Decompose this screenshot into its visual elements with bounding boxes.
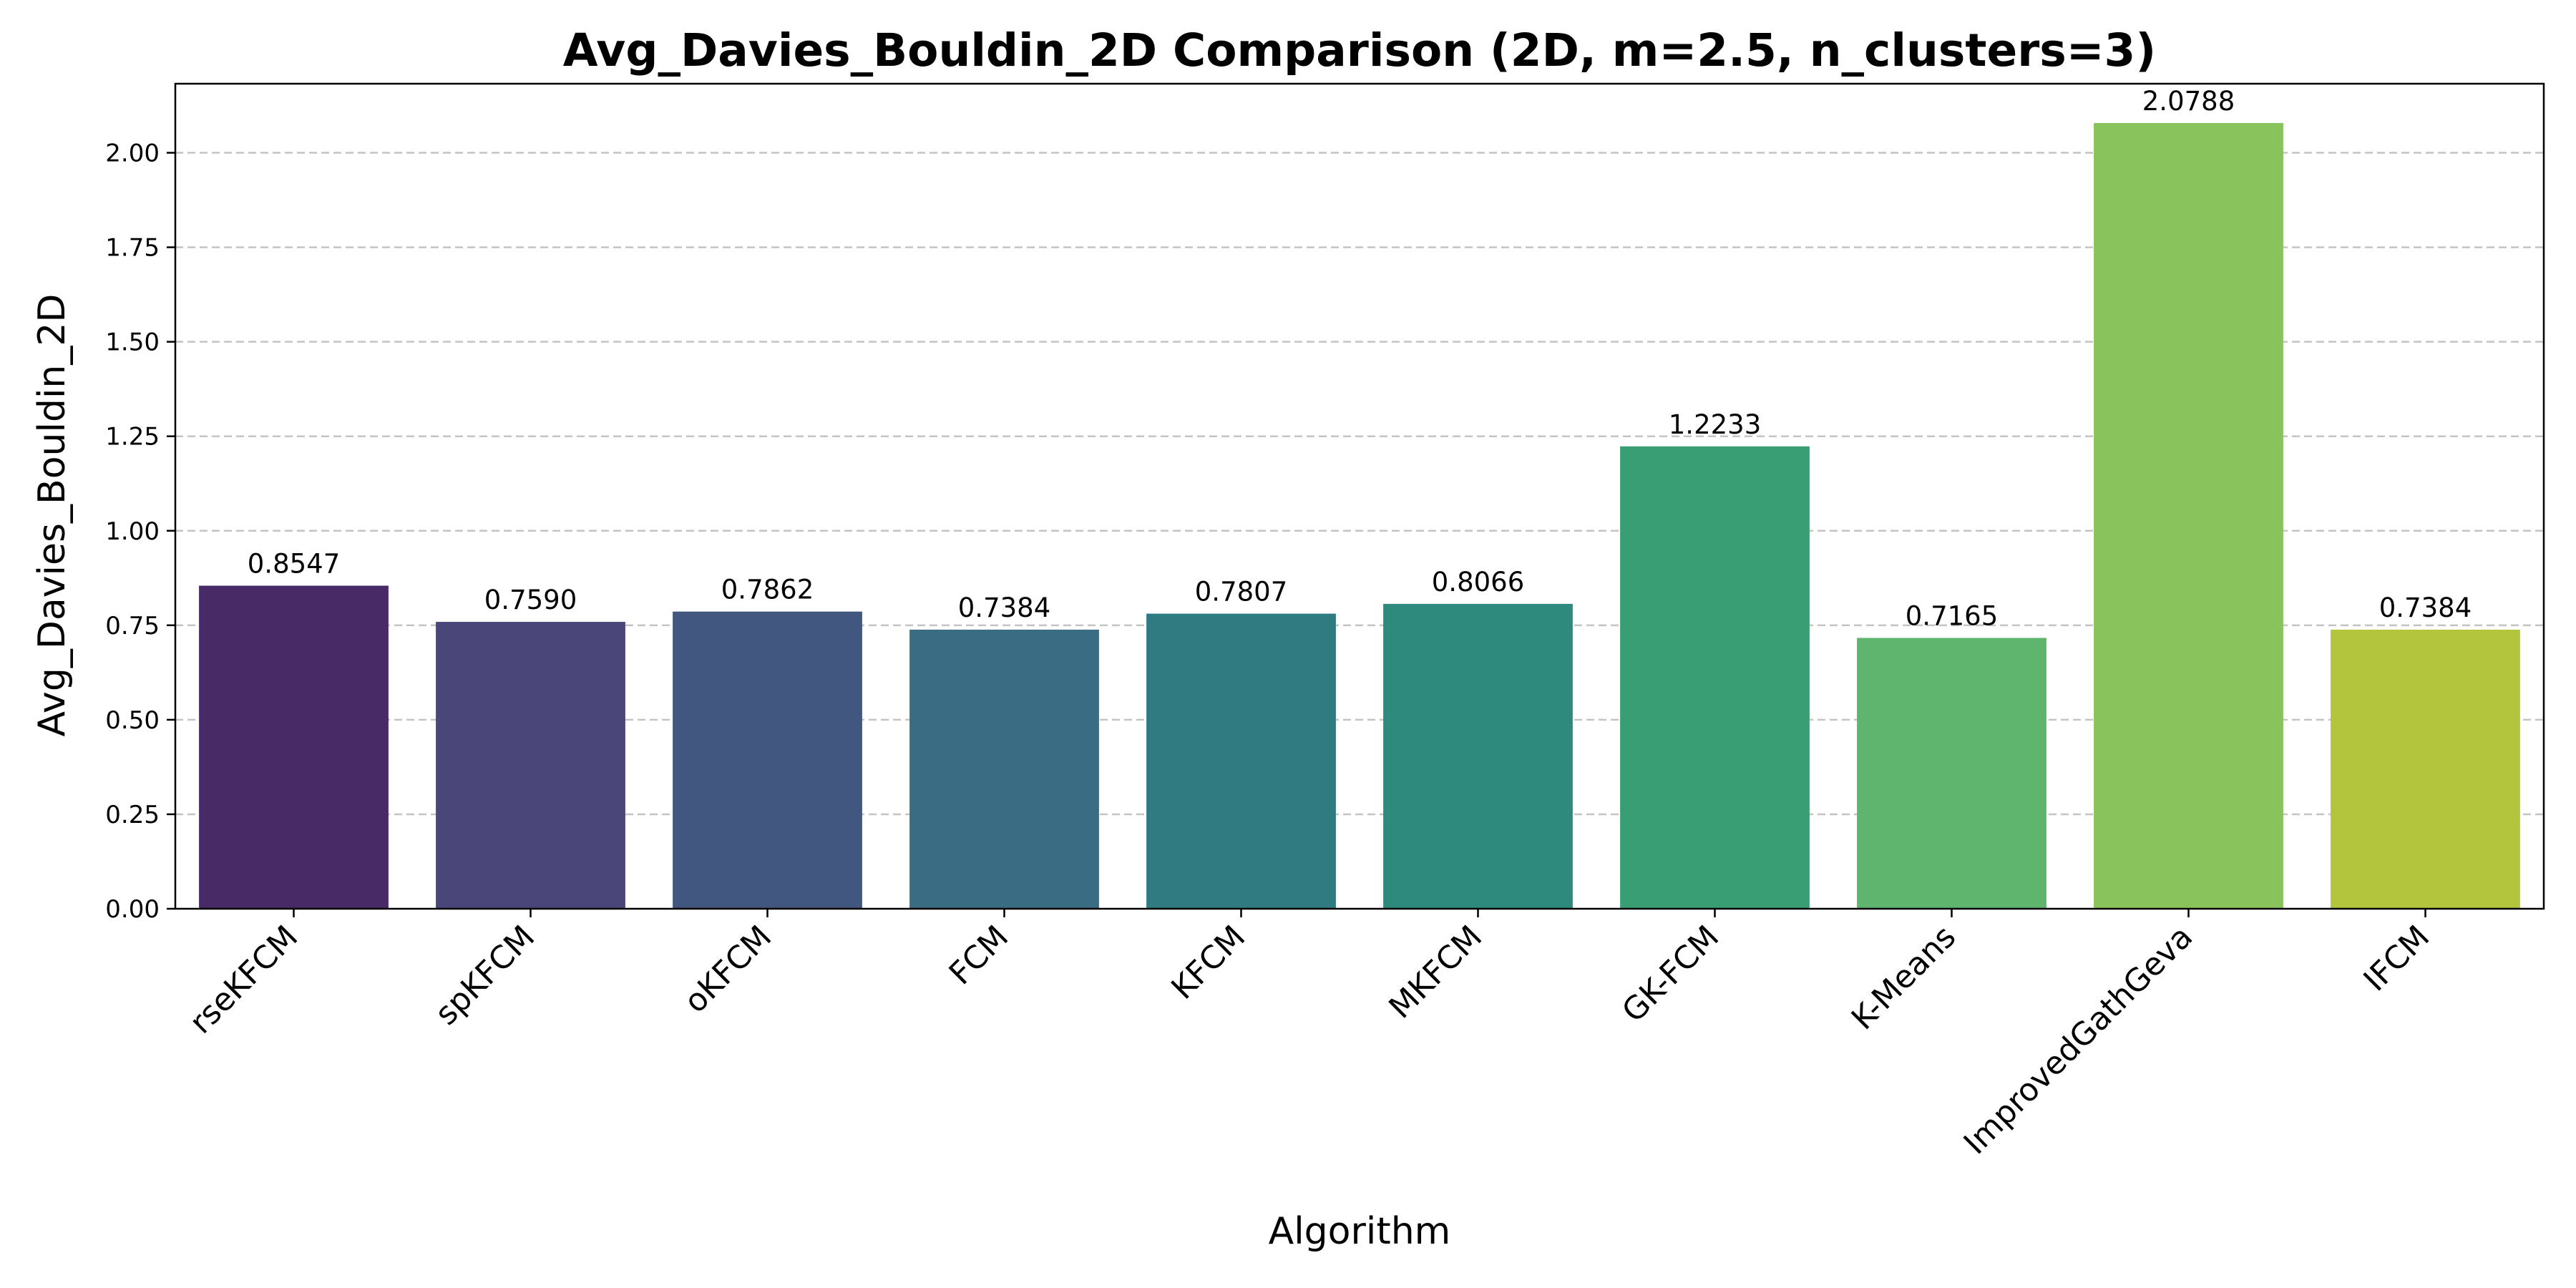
x-tick-label: FCM <box>942 919 1016 992</box>
data-label: 0.7165 <box>1906 601 1998 632</box>
bar <box>199 585 389 909</box>
bar <box>673 611 862 909</box>
x-tick-label: IFCM <box>2357 919 2437 999</box>
y-tick-label: 0.00 <box>105 895 160 924</box>
bar <box>1146 613 1336 909</box>
data-label: 0.8066 <box>1432 567 1524 597</box>
data-label: 0.7384 <box>958 592 1050 623</box>
x-tick-label: GK-FCM <box>1615 919 1726 1030</box>
x-tick-label: spKFCM <box>428 919 542 1033</box>
x-tick-label: KFCM <box>1164 919 1252 1007</box>
bar <box>2331 629 2520 909</box>
x-tick-label: K-Means <box>1845 919 1963 1037</box>
data-label: 1.2233 <box>1669 409 1761 440</box>
y-axis-ticks: 0.00 0.25 0.50 0.75 1.00 1.25 1.50 1.75 2.00 <box>105 140 175 924</box>
x-tick-label: ImprovedGathGeva <box>1957 919 2200 1162</box>
x-tick-label: rseKFCM <box>182 919 305 1041</box>
x-tick-label: oKFCM <box>677 919 779 1020</box>
data-labels: 0.8547 0.7590 0.7862 0.7384 0.7807 0.8066 1.22… <box>248 86 2472 632</box>
bar <box>1383 603 1573 909</box>
x-axis-label: Algorithm <box>1269 1210 1451 1253</box>
y-tick-label: 0.50 <box>105 706 160 735</box>
data-label: 0.7862 <box>721 575 814 605</box>
bar <box>436 622 625 909</box>
y-axis-label: Avg_Davies_Bouldin_2D <box>31 294 74 737</box>
y-tick-label: 0.25 <box>105 801 160 829</box>
bar <box>1857 638 2046 909</box>
bars <box>199 122 2520 909</box>
y-tick-label: 1.00 <box>105 517 160 546</box>
data-label: 0.8547 <box>248 549 340 580</box>
x-tick-label: MKFCM <box>1382 919 1490 1026</box>
data-label: 0.7590 <box>484 585 577 615</box>
bar <box>2094 122 2283 909</box>
bar <box>1620 446 1810 909</box>
y-tick-label: 0.75 <box>105 612 160 640</box>
data-label: 2.0788 <box>2142 86 2235 117</box>
y-tick-label: 2.00 <box>105 140 160 168</box>
data-label: 0.7807 <box>1195 577 1287 608</box>
chart-title: Avg_Davies_Bouldin_2D Comparison (2D, m=… <box>563 24 2156 77</box>
bar <box>909 629 1099 909</box>
y-tick-label: 1.50 <box>105 328 160 357</box>
x-axis-ticks: rseKFCM spKFCM oKFCM FCM KFCM MKFCM GK-FCM K-Me… <box>182 909 2436 1161</box>
plot-area-frame <box>174 82 2545 910</box>
y-tick-label: 1.25 <box>105 423 160 452</box>
data-label: 0.7384 <box>2379 592 2472 623</box>
y-tick-label: 1.75 <box>105 234 160 263</box>
